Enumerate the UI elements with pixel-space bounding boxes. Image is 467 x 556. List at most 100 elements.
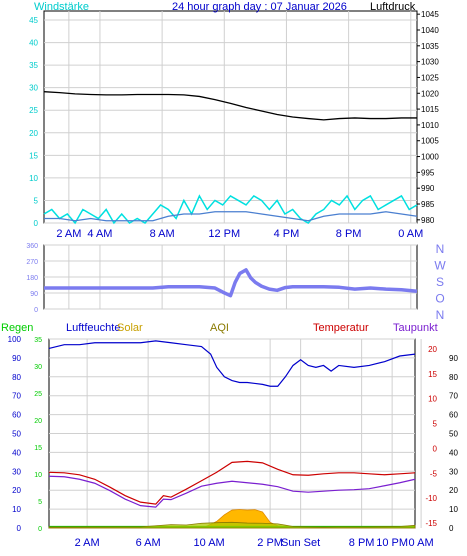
compass-letter: O [435, 292, 444, 306]
climate-series [48, 340, 416, 529]
pressure-tick: 990 [421, 184, 435, 193]
compass-letter: S [436, 275, 444, 289]
compass-letter: N [436, 242, 445, 256]
humidity-tick: 70 [12, 392, 21, 401]
temperature-tick: 20 [428, 345, 437, 354]
series-windst-rke [43, 194, 418, 225]
wind-pressure-plot-area [43, 10, 418, 224]
chart-title: 24 hour graph day : 07 Januar 2026 [172, 1, 347, 13]
rain-tick: 0 [38, 526, 42, 533]
rain-tick: 5 [38, 499, 42, 506]
degree-tick: 360 [26, 243, 38, 250]
wind-speed-tick: 35 [29, 61, 38, 70]
time-tick: 0 AM [409, 537, 434, 549]
legend-luftfeuchte: Luftfeuchte [66, 322, 120, 334]
rain-tick: 15 [34, 445, 42, 452]
compass-letter: W [434, 259, 446, 273]
time-tick: 2 PM [257, 537, 283, 549]
humidity-tick: 60 [12, 411, 21, 420]
rain-tick: 10 [34, 472, 42, 479]
time-tick: 2 AM [75, 537, 100, 549]
wind-direction-degree-axis: 0 90 180 270 360 [26, 243, 38, 314]
pressure-tick: 1035 [421, 42, 439, 51]
degree-tick: 270 [26, 259, 38, 266]
wind-pressure-series [43, 91, 418, 225]
rain-tick: 30 [34, 364, 42, 371]
pressure-tick: 1045 [421, 10, 439, 19]
humidity-tick: 30 [12, 467, 21, 476]
humidity-tick: 50 [12, 430, 21, 439]
wind-pressure-time-axis: 2 AM 4 AM 8 AM 12 PM 4 PM 8 PM 0 AM [56, 228, 423, 240]
series-wind-direction [44, 268, 418, 298]
temperature-tick: 5 [433, 420, 438, 429]
humidity-tick: 20 [12, 486, 21, 495]
temperature-tick: 0 [433, 444, 438, 453]
time-tick: 6 AM [136, 537, 161, 549]
temperature-tick: -15 [425, 519, 437, 528]
time-tick: 2 AM [56, 228, 81, 240]
pressure-tick: 1025 [421, 73, 439, 82]
series-temperatur [48, 460, 416, 505]
percent-tick: 10 [449, 505, 458, 514]
degree-tick: 90 [30, 291, 38, 298]
time-tick: 8 PM [349, 537, 375, 549]
pressure-tick: 1010 [421, 121, 439, 130]
pressure-tick: 1030 [421, 58, 439, 67]
series-windst-rke-mittel [44, 211, 418, 222]
time-tick: 4 AM [87, 228, 112, 240]
percent-tick: 80 [449, 373, 458, 382]
time-tick: 10 AM [194, 537, 225, 549]
time-tick: 4 PM [274, 228, 300, 240]
series-luftfeuchte [48, 340, 416, 387]
pressure-tick: 980 [421, 216, 435, 225]
wind-speed-tick: 40 [29, 39, 38, 48]
rain-axis: 0 5 10 15 20 25 30 35 [34, 337, 42, 533]
wind-direction-grid [44, 244, 417, 310]
humidity-tick: 90 [12, 354, 21, 363]
wind-speed-tick: 45 [29, 16, 38, 25]
rain-tick: 25 [34, 391, 42, 398]
time-tick: 12 PM [208, 228, 240, 240]
legend-regen: Regen [1, 322, 33, 334]
percent-tick: 70 [449, 392, 458, 401]
time-tick: 0 AM [398, 228, 423, 240]
humidity-axis: 0 10 20 30 40 50 60 70 80 90 100 [8, 335, 22, 533]
wind-speed-axis-title: Windstärke [34, 1, 89, 13]
wind-speed-tick: 20 [29, 129, 38, 138]
compass-letter: N [436, 308, 445, 322]
pressure-tick: 1005 [421, 137, 439, 146]
temperature-tick: -5 [430, 469, 438, 478]
time-tick: 8 AM [150, 228, 175, 240]
pressure-axis: 980 985 990 995 1000 1005 1010 1015 1020 1025 1030… [417, 10, 439, 225]
temperature-tick: 15 [428, 370, 437, 379]
wind-speed-tick: 10 [29, 174, 38, 183]
wind-speed-axis: 0 5 10 15 20 25 30 35 40 45 [29, 16, 38, 228]
wind-speed-tick: 5 [34, 196, 39, 205]
rain-tick: 20 [34, 418, 42, 425]
humidity-tick: 40 [12, 448, 21, 457]
time-tick: 8 PM [336, 228, 362, 240]
percent-axis-right: 0 10 20 30 40 50 60 70 80 90 [449, 354, 458, 533]
percent-tick: 20 [449, 486, 458, 495]
temperature-axis: -15 -10 -5 0 5 10 15 20 [425, 345, 437, 528]
pressure-tick: 1020 [421, 89, 439, 98]
humidity-tick: 10 [12, 505, 21, 514]
legend-temperatur: Temperatur [313, 322, 369, 334]
wind-direction-series [44, 268, 418, 298]
wind-speed-tick: 30 [29, 84, 38, 93]
legend-aqi: AQI [210, 322, 229, 334]
wind-speed-tick: 15 [29, 151, 38, 160]
wind-speed-tick: 25 [29, 106, 38, 115]
series-aqi [48, 521, 416, 529]
time-tick: 10 PM [376, 537, 408, 549]
time-tick: Sun Set [281, 537, 320, 549]
wind-pressure-grid [44, 11, 417, 224]
legend-solar: Solar [117, 322, 143, 334]
legend-taupunkt: Taupunkt [393, 322, 438, 334]
percent-tick: 50 [449, 430, 458, 439]
humidity-tick: 80 [12, 373, 21, 382]
